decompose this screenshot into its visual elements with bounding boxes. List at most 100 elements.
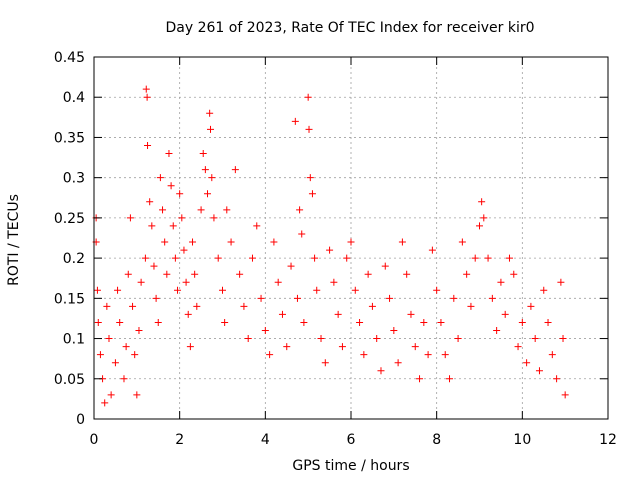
- data-point: [553, 375, 561, 383]
- data-point: [161, 238, 169, 246]
- data-point: [133, 391, 141, 399]
- data-point: [347, 238, 355, 246]
- data-point: [531, 335, 539, 343]
- data-point: [514, 343, 522, 351]
- data-point: [493, 327, 501, 335]
- data-point: [167, 182, 175, 190]
- data-point: [306, 174, 314, 182]
- data-point: [129, 302, 137, 310]
- data-point: [505, 254, 513, 262]
- data-point: [240, 302, 248, 310]
- data-point: [463, 270, 471, 278]
- data-point: [105, 335, 113, 343]
- data-point: [199, 150, 207, 158]
- data-point: [107, 391, 115, 399]
- data-point: [416, 375, 424, 383]
- data-point: [186, 343, 194, 351]
- data-point: [304, 93, 312, 101]
- data-point: [559, 335, 567, 343]
- data-point: [253, 222, 261, 230]
- data-point: [159, 206, 167, 214]
- data-point: [236, 270, 244, 278]
- data-point: [219, 286, 226, 294]
- data-point: [527, 302, 535, 310]
- data-point: [523, 359, 531, 367]
- data-point: [407, 310, 415, 318]
- data-point: [428, 246, 436, 254]
- data-point: [124, 270, 132, 278]
- data-point: [305, 125, 313, 133]
- data-point: [274, 278, 282, 286]
- data-point: [278, 310, 286, 318]
- x-tick-label: 12: [599, 432, 617, 448]
- data-point: [398, 238, 406, 246]
- data-point: [184, 310, 192, 318]
- data-point: [116, 318, 124, 326]
- data-point: [535, 367, 543, 375]
- data-point: [501, 310, 509, 318]
- x-tick-label: 2: [175, 432, 184, 448]
- data-point: [152, 294, 160, 302]
- data-point: [114, 286, 122, 294]
- data-point: [360, 351, 368, 359]
- data-point: [293, 294, 301, 302]
- y-tick-label: 0.3: [63, 171, 85, 187]
- x-tick-label: 8: [432, 432, 441, 448]
- data-point: [420, 318, 428, 326]
- data-point: [403, 270, 411, 278]
- data-point: [221, 318, 229, 326]
- data-point: [467, 302, 475, 310]
- data-point: [548, 351, 556, 359]
- data-point: [142, 85, 150, 93]
- data-point: [174, 286, 182, 294]
- data-point: [135, 327, 143, 335]
- data-point: [207, 125, 215, 133]
- data-point: [313, 286, 321, 294]
- data-point: [411, 343, 419, 351]
- data-point: [178, 214, 186, 222]
- data-point: [484, 254, 492, 262]
- data-point: [137, 278, 145, 286]
- y-axis-label: ROTI / TECUs: [6, 194, 22, 286]
- data-point: [143, 93, 151, 101]
- data-point: [180, 246, 188, 254]
- data-point: [446, 375, 454, 383]
- data-point: [111, 359, 119, 367]
- y-tick-label: 0.45: [54, 50, 85, 66]
- data-points: [92, 85, 569, 407]
- y-tick-label: 0.2: [63, 251, 85, 267]
- y-tick-label: 0.05: [54, 372, 85, 388]
- data-point: [476, 222, 483, 230]
- x-tick-label: 0: [90, 432, 99, 448]
- y-tick-label: 0.1: [63, 332, 85, 348]
- data-point: [458, 238, 466, 246]
- data-point: [154, 318, 162, 326]
- data-point: [101, 399, 109, 407]
- data-point: [386, 294, 394, 302]
- data-point: [144, 141, 152, 149]
- data-point: [176, 190, 184, 198]
- data-point: [201, 166, 209, 174]
- data-point: [171, 254, 179, 262]
- data-point: [471, 254, 479, 262]
- data-point: [510, 270, 518, 278]
- data-point: [497, 278, 505, 286]
- data-point: [169, 222, 177, 230]
- data-point: [208, 174, 216, 182]
- data-point: [373, 335, 381, 343]
- data-point: [390, 327, 398, 335]
- data-point: [317, 335, 325, 343]
- chart-title: Day 261 of 2023, Rate Of TEC Index for r…: [165, 20, 534, 36]
- data-point: [182, 278, 190, 286]
- data-point: [300, 318, 308, 326]
- data-point: [103, 302, 111, 310]
- data-point: [193, 302, 201, 310]
- y-tick-label: 0: [76, 412, 85, 428]
- data-point: [206, 109, 214, 117]
- data-point: [283, 343, 291, 351]
- data-point: [368, 302, 376, 310]
- data-point: [156, 174, 164, 182]
- data-point: [191, 270, 199, 278]
